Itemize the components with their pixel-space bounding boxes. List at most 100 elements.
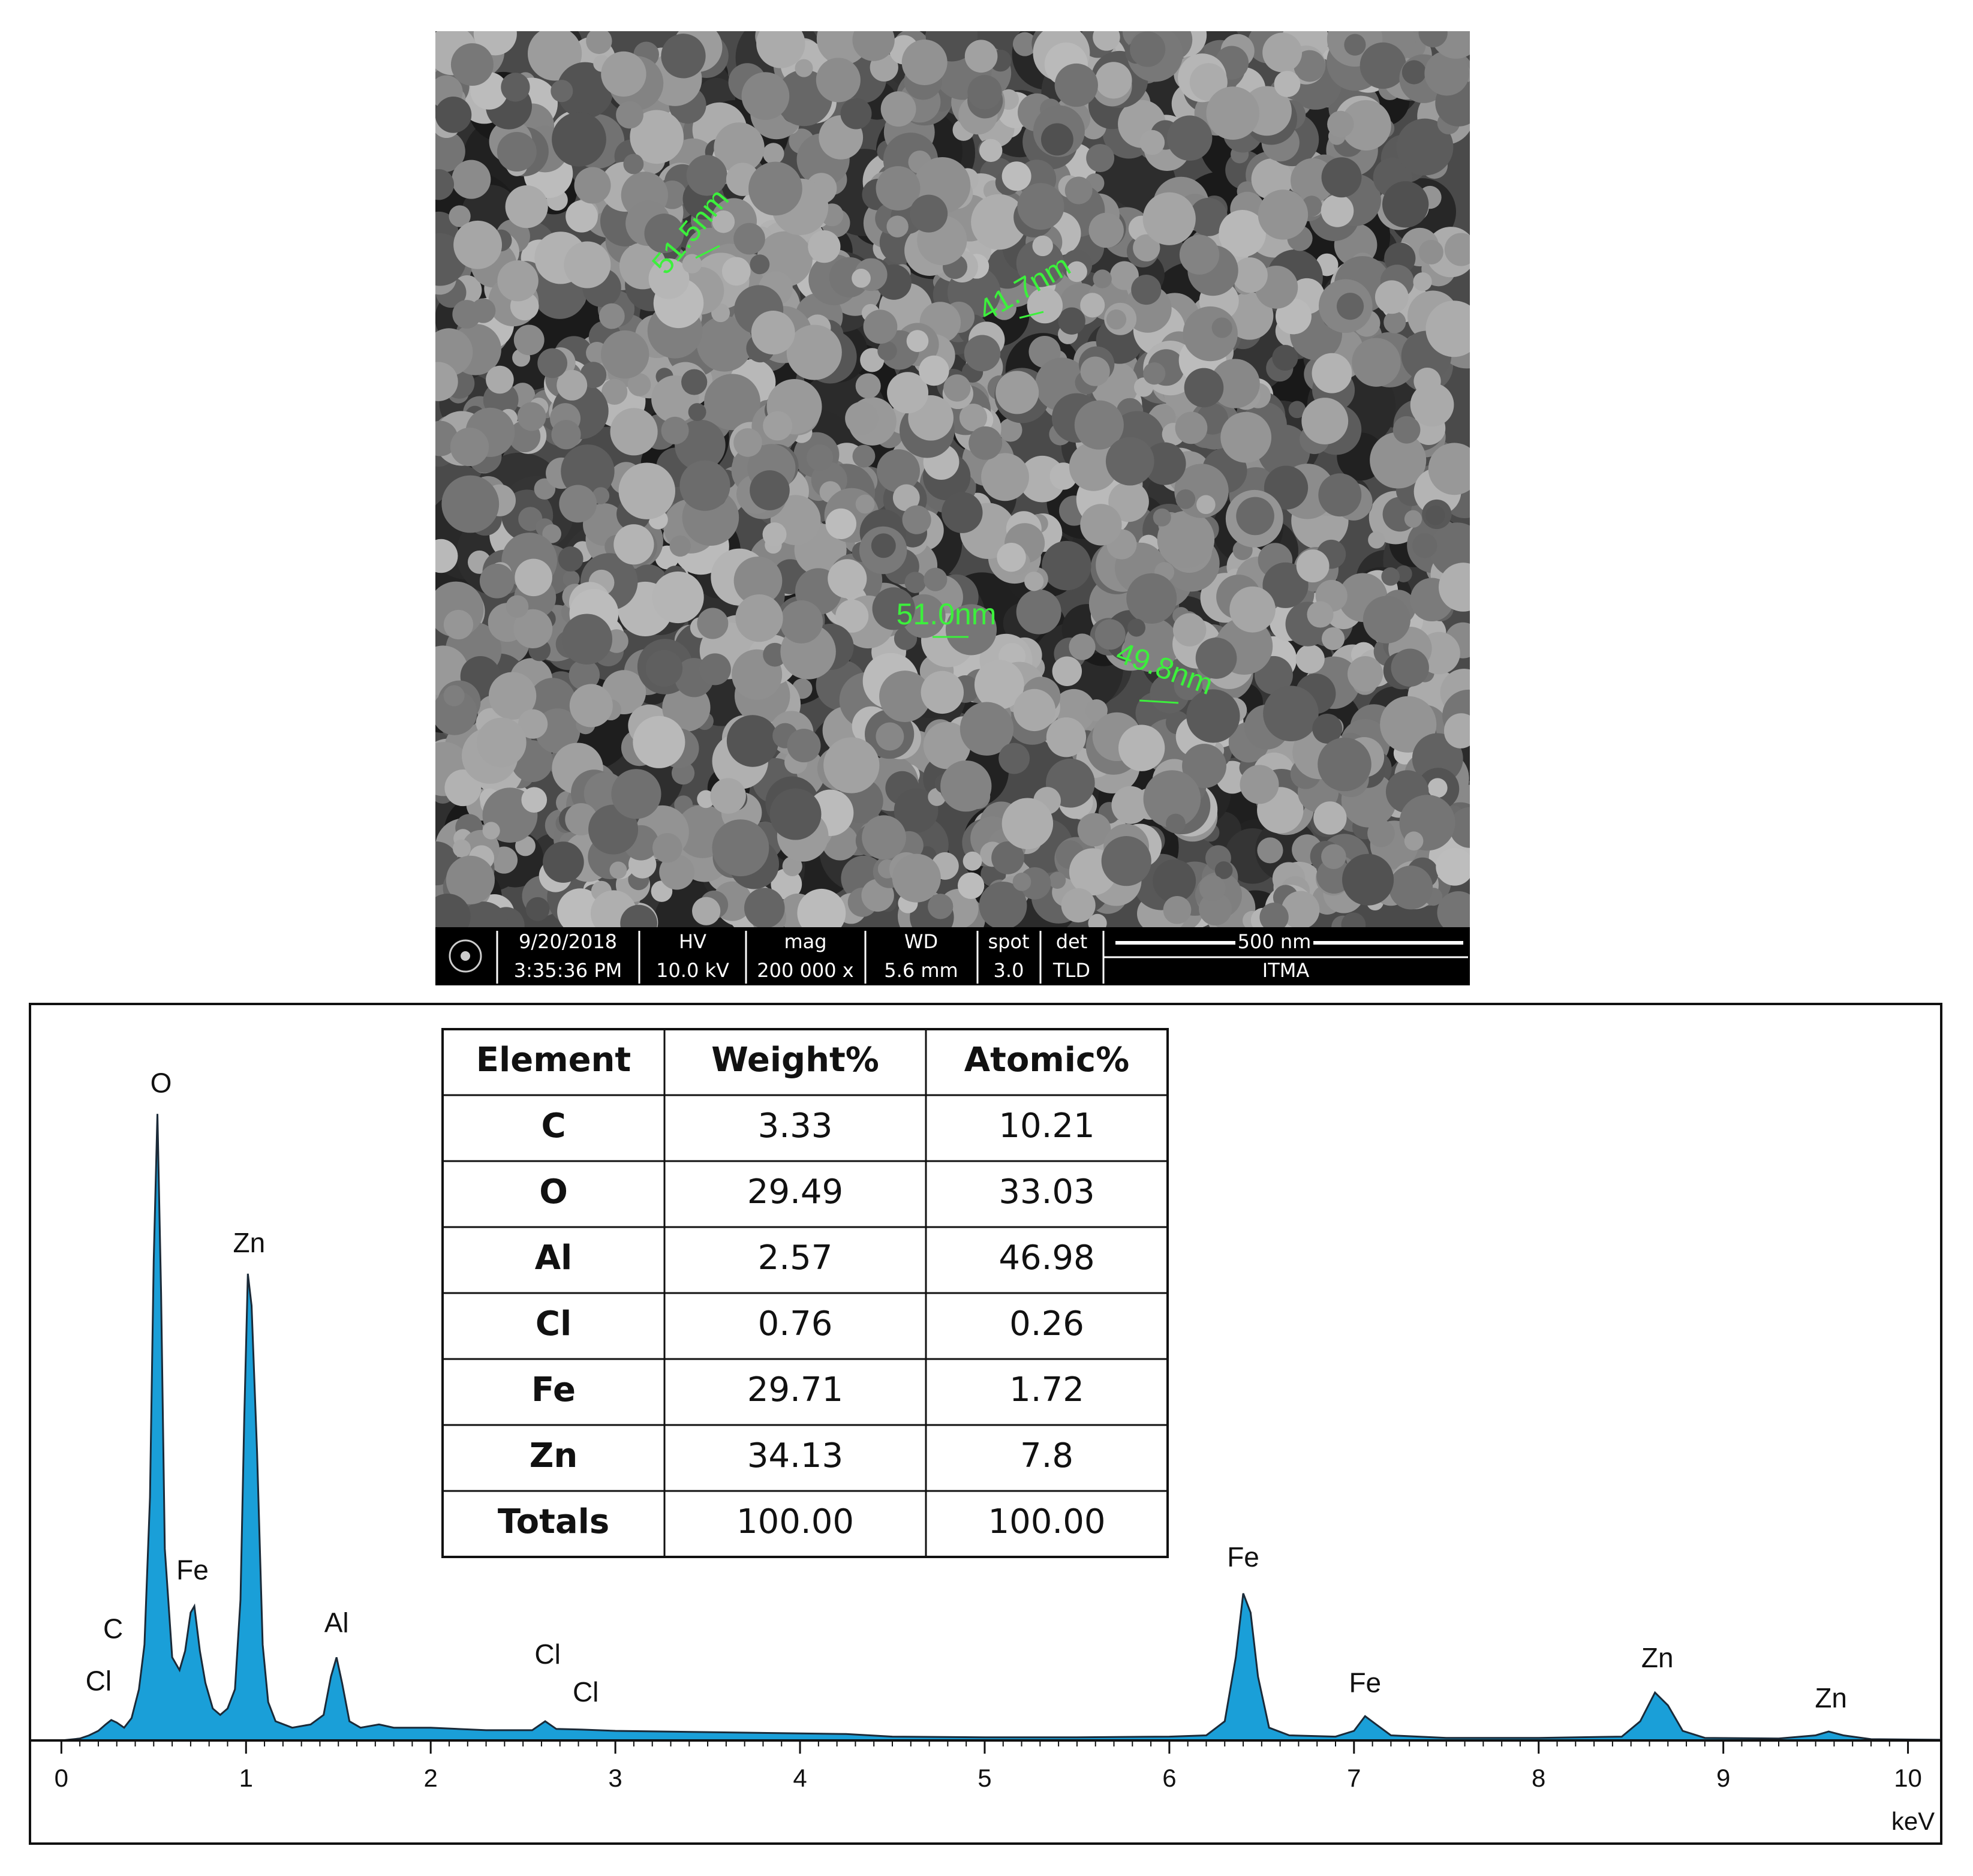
sem-particle <box>1095 62 1132 99</box>
sem-particle <box>435 893 471 927</box>
sem-particle <box>1418 239 1443 264</box>
sem-particle <box>852 31 895 61</box>
table-cell: Zn <box>530 1436 578 1475</box>
sem-particle <box>1444 233 1470 266</box>
sem-particle <box>486 365 514 394</box>
sem-particle <box>1052 656 1082 686</box>
sem-particle <box>525 897 550 921</box>
peak-label: Cl <box>86 1665 112 1696</box>
sem-particle <box>497 260 539 302</box>
sem-particle <box>1312 714 1343 744</box>
sem-particle <box>697 790 715 808</box>
sem-particle <box>1174 671 1203 701</box>
sem-particle <box>828 559 867 599</box>
sem-particle <box>1272 344 1298 371</box>
sem-particle <box>1418 31 1448 47</box>
sem-particle <box>681 369 708 395</box>
sem-particle <box>1281 891 1320 927</box>
sem-particle <box>1153 859 1196 903</box>
table-cell: Totals <box>498 1502 609 1541</box>
table-cell: 100.00 <box>736 1502 854 1541</box>
sem-particle <box>1318 737 1372 792</box>
sem-particle <box>1106 309 1127 330</box>
table-cell: Fe <box>531 1370 576 1409</box>
sem-particle <box>557 369 588 401</box>
sem-particle <box>601 330 649 379</box>
sem-particle <box>1318 473 1362 517</box>
peak-label: Cl <box>573 1676 598 1707</box>
sem-particle <box>1336 293 1364 320</box>
sem-particle <box>543 841 584 883</box>
sem-particle <box>521 787 548 813</box>
sem-particle <box>901 39 948 85</box>
sem-particle <box>517 402 546 431</box>
sem-particle <box>1258 190 1309 240</box>
sem-particle <box>682 254 702 274</box>
sem-particle <box>435 539 458 573</box>
sem-particle <box>1001 798 1054 849</box>
sem-particle <box>959 404 987 432</box>
sem-particle <box>501 73 530 102</box>
sem-particle <box>1016 589 1061 635</box>
peak-label: Zn <box>233 1227 266 1258</box>
sem-particle <box>1111 786 1150 824</box>
sem-particle <box>1232 257 1268 293</box>
measurement-label: 51.0nm <box>897 597 997 631</box>
sem-particle <box>444 769 482 807</box>
sem-particle <box>652 832 682 863</box>
sem-particle <box>733 428 762 457</box>
sem-particle <box>945 604 997 656</box>
info-bar: 9/20/2018 3:35:36 PM HV 10.0 kV mag 200 … <box>435 927 1470 985</box>
sem-particle <box>1427 778 1448 798</box>
sem-particle <box>876 166 921 211</box>
sem-particle <box>557 62 613 119</box>
sem-particle <box>616 101 643 129</box>
sem-particle <box>957 872 985 899</box>
sem-particle <box>1229 586 1276 633</box>
sem-particle <box>505 185 548 229</box>
sem-particle <box>1312 353 1352 393</box>
table-cell: O <box>539 1172 568 1211</box>
sem-particle <box>960 702 1014 756</box>
sem-particle <box>1064 176 1093 205</box>
sem-particle <box>855 373 881 399</box>
sem-particle <box>1288 401 1306 419</box>
sem-particle <box>1381 567 1400 586</box>
sem-particle <box>735 594 783 642</box>
sem-particle <box>964 335 1001 372</box>
sem-particle <box>537 348 568 378</box>
sem-particle <box>551 420 581 450</box>
sem-particle <box>471 298 496 323</box>
sem-particle <box>904 572 927 594</box>
table-cell: 29.71 <box>747 1370 843 1409</box>
sem-particle <box>1108 481 1149 522</box>
sem-particle <box>659 854 695 890</box>
sem-particle <box>1143 442 1186 485</box>
info-separators <box>496 931 1468 984</box>
sem-particle <box>750 470 790 510</box>
sem-particle <box>750 254 770 275</box>
sem-particle <box>644 214 684 254</box>
sem-particle <box>699 653 731 686</box>
sem-particle <box>574 167 611 204</box>
sem-particle <box>816 58 861 103</box>
x-tick-label: 2 <box>424 1764 438 1792</box>
info-label: HV <box>679 930 706 953</box>
sem-particle <box>1438 563 1470 612</box>
sem-particle <box>744 888 785 927</box>
sem-particle <box>1392 416 1421 444</box>
sem-particle <box>1413 272 1432 291</box>
sem-particle <box>435 97 472 133</box>
sem-particle <box>1321 844 1346 870</box>
sem-particle <box>1166 115 1213 161</box>
sem-particle <box>479 563 515 599</box>
sem-particle <box>443 609 474 640</box>
sem-particle <box>1130 31 1166 67</box>
sem-particle <box>435 362 458 401</box>
x-tick-label: 6 <box>1162 1764 1176 1792</box>
sem-particle <box>733 556 783 605</box>
sem-particle <box>741 72 790 120</box>
sem-particle <box>928 894 954 919</box>
